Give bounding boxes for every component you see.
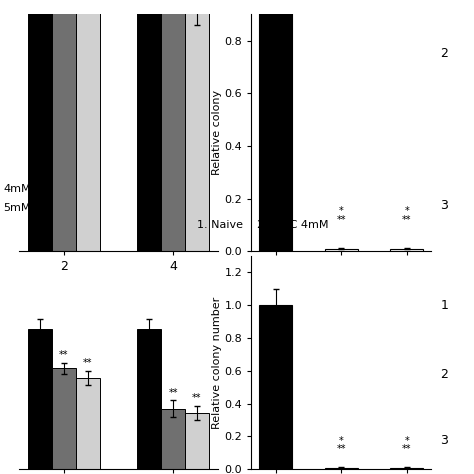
Bar xyxy=(325,248,358,251)
Bar xyxy=(161,0,185,251)
Bar xyxy=(185,413,209,469)
Text: 1. Naive    2. Vit C 4mM: 1. Naive 2. Vit C 4mM xyxy=(197,220,328,230)
Bar xyxy=(52,0,76,251)
Bar xyxy=(137,329,161,469)
Text: *
**: * ** xyxy=(337,206,346,225)
Text: 3: 3 xyxy=(440,434,448,447)
Text: 8988T: 8988T xyxy=(321,282,361,295)
Bar xyxy=(391,468,423,469)
Bar xyxy=(391,248,423,251)
Bar xyxy=(259,305,292,469)
Text: 8988T: 8988T xyxy=(99,282,138,295)
Y-axis label: Relative colony: Relative colony xyxy=(212,90,222,175)
Text: 5mM: 5mM xyxy=(3,203,30,213)
Text: 3: 3 xyxy=(440,199,448,211)
Bar xyxy=(137,0,161,251)
Bar xyxy=(161,409,185,469)
Bar xyxy=(28,0,52,251)
Text: **: ** xyxy=(192,393,202,403)
Text: 1: 1 xyxy=(440,299,448,312)
Y-axis label: Relative colony number: Relative colony number xyxy=(212,296,222,429)
Text: **: ** xyxy=(168,388,178,398)
Bar xyxy=(52,368,76,469)
Bar xyxy=(259,0,292,251)
Text: 4mM: 4mM xyxy=(3,184,31,194)
Bar xyxy=(325,468,358,469)
Text: **: ** xyxy=(83,358,93,368)
Bar xyxy=(28,329,52,469)
Text: *
**: * ** xyxy=(402,436,411,455)
Text: **: ** xyxy=(59,350,69,360)
Bar xyxy=(76,378,100,469)
Text: *
**: * ** xyxy=(402,206,411,225)
Text: 2: 2 xyxy=(440,47,448,60)
Bar xyxy=(76,0,100,251)
Text: 2: 2 xyxy=(440,368,448,381)
Bar xyxy=(185,4,209,251)
Text: *
**: * ** xyxy=(337,436,346,455)
